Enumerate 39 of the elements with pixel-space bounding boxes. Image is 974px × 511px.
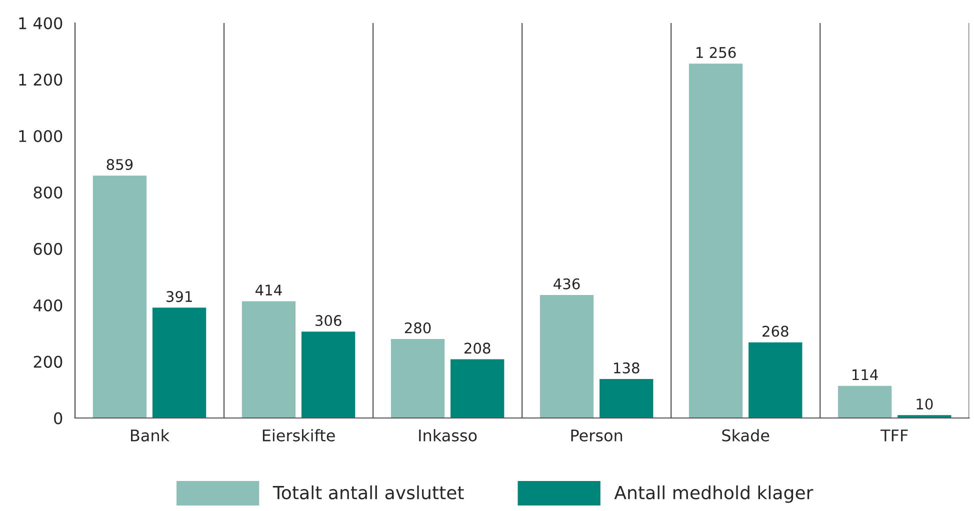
x-tick-label: Skade [722, 429, 770, 442]
data-label: 414 [256, 284, 282, 296]
y-tick-label: 1 200 [19, 74, 62, 86]
x-tick-label: Bank [131, 429, 170, 442]
y-tick-label: 1 400 [19, 17, 62, 30]
x-tick-label: Eierskifte [262, 429, 335, 442]
x-tick-label: Person [571, 430, 622, 442]
data-label: 280 [404, 322, 431, 334]
data-label: 114 [852, 369, 878, 380]
bar [390, 338, 445, 418]
bar [748, 342, 802, 418]
x-tick-label: Inkasso [419, 429, 477, 442]
legend-label: Totalt antall avsluttet [272, 485, 464, 500]
data-label: 268 [762, 326, 788, 337]
y-tick-label: 400 [33, 299, 62, 312]
x-tick-label: TFF [880, 430, 908, 442]
data-label: 306 [316, 315, 342, 326]
bar [92, 176, 147, 418]
bar [152, 308, 206, 418]
data-label: 138 [614, 362, 640, 374]
bar [688, 64, 743, 418]
bar [450, 359, 504, 418]
bar [302, 332, 356, 418]
data-label: 208 [464, 342, 490, 354]
y-tick-label: 1 000 [19, 130, 62, 142]
y-tick-label: 200 [34, 356, 62, 368]
data-label: 1 256 [696, 46, 736, 58]
data-label: 391 [166, 291, 192, 302]
bar [540, 294, 594, 418]
y-tick-label: 600 [34, 242, 62, 256]
bar [838, 386, 892, 418]
data-label: 859 [106, 159, 133, 170]
data-label: 436 [554, 278, 580, 290]
y-tick-label: 0 [54, 412, 62, 424]
data-label: 10 [916, 398, 933, 410]
y-tick-label: 800 [34, 186, 62, 199]
bar [600, 379, 654, 418]
bar [242, 301, 296, 418]
legend-label: Antall medhold klager [614, 485, 814, 503]
